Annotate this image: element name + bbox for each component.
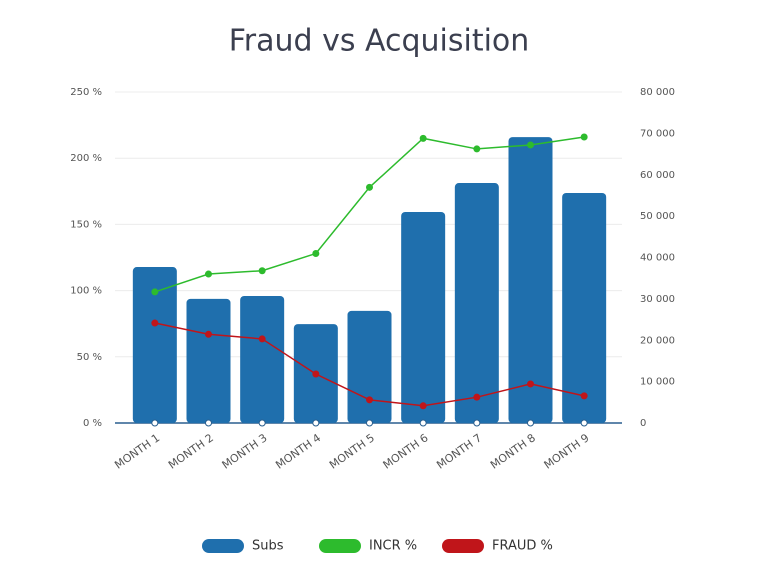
x-tick-label: MONTH 3 (220, 431, 270, 471)
x-tick-label: MONTH 8 (488, 431, 538, 471)
y2-tick-label: 10 000 (640, 377, 675, 388)
x-tick-label: MONTH 1 (112, 431, 162, 471)
point (580, 392, 588, 400)
point (366, 396, 373, 404)
point (151, 319, 159, 327)
chart-title: Fraud vs Acquisition (229, 24, 530, 59)
point (419, 402, 427, 410)
bar (454, 183, 499, 423)
point (312, 250, 320, 258)
y-tick-label: 250 % (70, 87, 102, 98)
axis-dot (312, 419, 320, 427)
bar (508, 137, 553, 423)
bar (186, 298, 231, 423)
axis-dot (258, 419, 266, 427)
axis-dot (419, 419, 427, 427)
axis-dot (366, 419, 373, 427)
bar (240, 295, 285, 423)
y2-tick-label: 20 000 (640, 335, 675, 346)
y2-tick-label: 50 000 (640, 211, 675, 222)
y2-tick-label: 0 (640, 418, 646, 429)
y-tick-label: 150 % (70, 219, 102, 230)
bar (562, 192, 607, 423)
legend-label: Subs (252, 539, 284, 554)
point (366, 183, 373, 191)
legend-label: INCR % (369, 539, 417, 554)
y2-tick-label: 70 000 (640, 128, 675, 139)
x-tick-label: MONTH 2 (166, 431, 216, 471)
axis-dot (151, 419, 159, 427)
point (258, 335, 266, 343)
x-tick-label: MONTH 6 (381, 431, 431, 471)
point (205, 270, 212, 278)
point (205, 330, 212, 338)
point (258, 267, 266, 275)
point (312, 370, 320, 378)
legend-label: FRAUD % (492, 539, 553, 554)
bar (132, 267, 177, 423)
legend-swatch (202, 539, 244, 553)
y2-tick-label: 80 000 (640, 87, 675, 98)
point (151, 288, 159, 296)
y-tick-label: 200 % (70, 153, 102, 164)
axis-dot (473, 419, 481, 427)
y-tick-label: 50 % (77, 352, 102, 363)
point (419, 134, 427, 142)
y-tick-label: 100 % (70, 286, 102, 297)
x-tick-label: MONTH 5 (327, 431, 377, 471)
x-tick-label: MONTH 9 (542, 431, 592, 471)
y2-tick-label: 60 000 (640, 170, 675, 181)
legend-swatch (319, 539, 361, 553)
axis-dot (580, 419, 588, 427)
point (527, 380, 534, 388)
y2-tick-label: 40 000 (640, 253, 675, 264)
point (527, 141, 534, 149)
x-tick-label: MONTH 7 (434, 431, 484, 471)
axis-dot (205, 419, 212, 427)
point (580, 133, 588, 141)
y-tick-label: 0 % (83, 418, 102, 429)
bar (401, 211, 446, 423)
point (473, 393, 481, 401)
point (473, 145, 481, 153)
y2-tick-label: 30 000 (640, 294, 675, 305)
bar (347, 310, 392, 423)
axis-dot (527, 419, 534, 427)
legend-swatch (442, 539, 484, 553)
x-tick-label: MONTH 4 (273, 431, 323, 471)
